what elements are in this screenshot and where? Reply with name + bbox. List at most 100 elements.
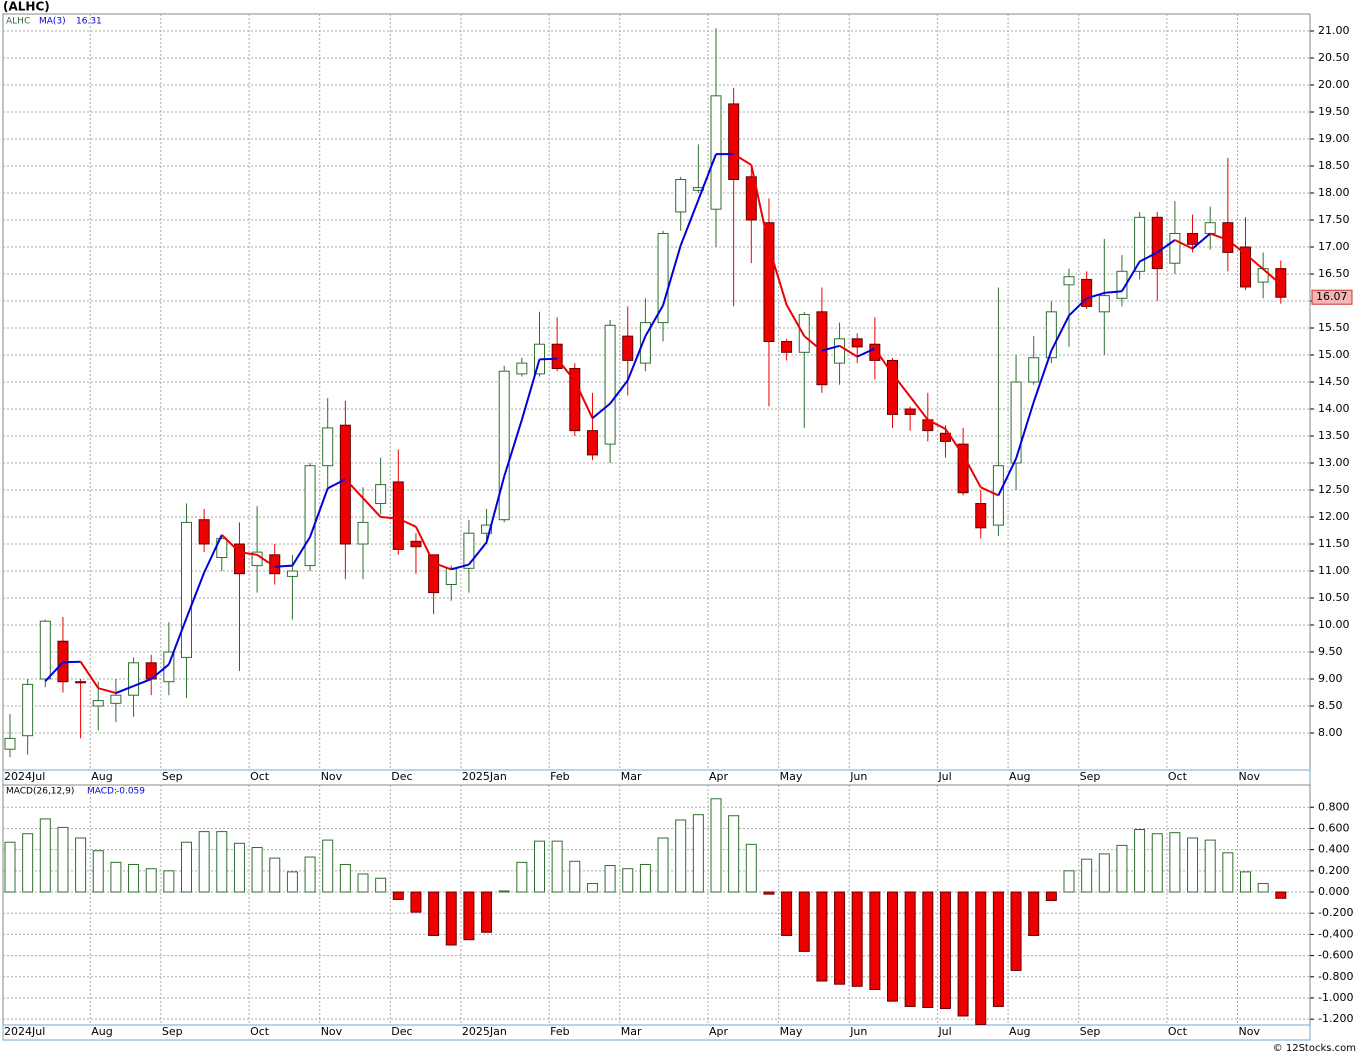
macd-bar	[57, 826, 69, 893]
candle-body	[586, 430, 598, 456]
ma-segment	[644, 304, 664, 337]
y-tick-label: 0.600	[1318, 821, 1350, 834]
x-tick-label: Oct	[1168, 770, 1188, 783]
ma-segment	[733, 153, 752, 166]
ma-segment	[1174, 239, 1193, 250]
x-tick-label: Aug	[91, 1025, 112, 1038]
x-tick-label: Sep	[1080, 770, 1101, 783]
y-tick-label: 0.000	[1318, 885, 1350, 898]
candle-body	[22, 683, 34, 737]
macd-bar	[428, 891, 440, 936]
ma-segment	[1227, 239, 1247, 255]
macd-bar	[869, 891, 881, 991]
candle-body	[357, 521, 369, 545]
macd-bar	[992, 891, 1004, 1007]
ma-segment	[874, 347, 894, 375]
macd-bar	[657, 837, 669, 893]
macd-bar	[198, 831, 210, 893]
ma-segment	[573, 380, 594, 419]
ma-segment	[1139, 251, 1158, 263]
macd-bar	[410, 891, 422, 913]
x-tick-label: Nov	[1239, 770, 1261, 783]
candle-body	[304, 465, 316, 567]
macd-bar	[639, 863, 651, 893]
y-tick-label: -0.800	[1318, 970, 1353, 983]
ma-segment	[450, 563, 470, 571]
macd-bar	[233, 842, 245, 893]
macd-bar	[516, 861, 528, 893]
candle-body	[481, 524, 493, 534]
ma-segment	[1068, 297, 1088, 317]
x-tick-label: Sep	[1080, 1025, 1101, 1038]
credit: © 12Stocks.com	[1273, 1043, 1356, 1054]
candle-body	[639, 322, 651, 364]
candle-body	[392, 481, 404, 550]
x-tick-label: Aug	[91, 770, 112, 783]
ma-segment	[679, 199, 700, 246]
y-tick-label: 14.00	[1318, 402, 1350, 415]
macd-bar	[781, 891, 793, 936]
ma-segment	[1191, 232, 1211, 250]
candle-body	[869, 343, 881, 361]
ma-segment	[44, 661, 64, 682]
macd-bar	[1098, 853, 1110, 893]
macd-bar	[1045, 891, 1057, 901]
y-tick-label: 9.50	[1318, 645, 1343, 658]
candle-body	[781, 341, 793, 353]
x-tick-label: Apr	[709, 1025, 729, 1038]
y-tick-label: 0.200	[1318, 864, 1350, 877]
ma-segment	[150, 663, 170, 680]
y-tick-label: 15.00	[1318, 348, 1350, 361]
y-tick-label: 12.50	[1318, 483, 1350, 496]
ma-segment	[556, 358, 576, 382]
y-tick-label: -0.600	[1318, 949, 1353, 962]
ma-segment	[380, 516, 399, 520]
legend-macd: MACD(26,12,9)	[6, 787, 74, 797]
macd-bar	[745, 843, 757, 893]
macd-bar	[904, 891, 916, 1007]
legend-ma-value: 16.31	[76, 17, 102, 27]
candle-body	[975, 503, 987, 529]
ma-segment	[485, 476, 506, 543]
ma-segment	[1104, 290, 1123, 294]
x-tick-label: Mar	[621, 770, 642, 783]
ma-segment	[167, 617, 188, 665]
x-tick-label: 2025Jan	[462, 770, 507, 783]
candle-body	[1204, 222, 1216, 235]
y-tick-label: 11.50	[1318, 537, 1350, 550]
y-tick-label: 8.50	[1318, 699, 1343, 712]
candle-body	[128, 662, 140, 696]
ma-segment	[750, 164, 770, 248]
macd-bar	[1151, 833, 1163, 893]
candle-body	[1028, 357, 1040, 383]
y-tick-label: 8.00	[1318, 726, 1343, 739]
candle-body	[163, 651, 175, 683]
macd-bar	[269, 857, 281, 893]
ma-segment	[397, 517, 417, 528]
x-tick-label: May	[780, 1025, 803, 1038]
ma-segment	[1032, 350, 1053, 403]
y-tick-label: 11.00	[1318, 564, 1350, 577]
x-tick-label: 2024Jul	[4, 1025, 45, 1038]
candle-body	[233, 543, 245, 575]
ma-segment	[909, 395, 929, 421]
ma-segment	[539, 357, 558, 361]
ma-segment	[274, 564, 293, 568]
x-axis-strip	[2, 1024, 1311, 1041]
candle-body	[1081, 278, 1093, 307]
y-tick-label: 19.50	[1318, 105, 1350, 118]
macd-bar	[251, 847, 263, 893]
last-price-tag	[1311, 289, 1353, 305]
x-tick-label: Dec	[391, 1025, 412, 1038]
macd-bar	[145, 868, 157, 893]
macd-bar	[445, 891, 457, 946]
macd-bar	[534, 840, 545, 893]
candle-body	[1010, 381, 1022, 464]
candle-body	[216, 538, 228, 559]
ma-segment	[309, 488, 329, 538]
ma-segment	[927, 418, 946, 430]
macd-bar	[1257, 883, 1269, 893]
candle-body	[322, 427, 334, 467]
macd-bar	[1010, 891, 1022, 971]
